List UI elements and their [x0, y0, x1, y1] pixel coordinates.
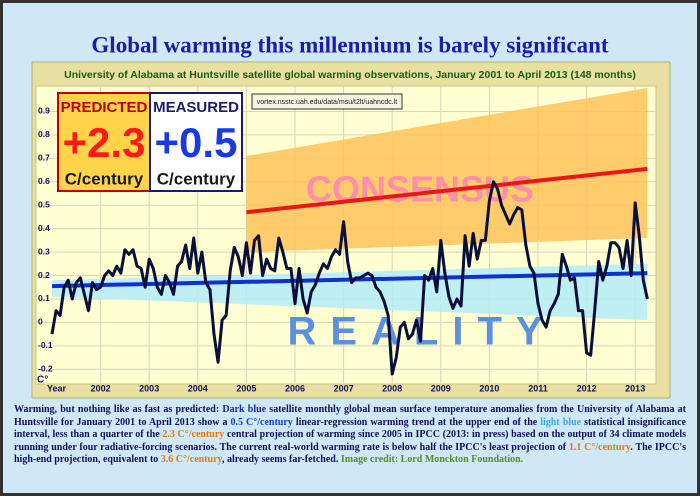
measured-unit: C/century: [157, 169, 236, 188]
data-line: [50, 180, 649, 376]
title: Global warming this millennium is barely…: [91, 32, 608, 57]
reality-label: REALITY: [287, 310, 556, 354]
caption: Warming, but nothing like as fast as pre…: [14, 404, 686, 467]
caption-text: 1.1 C°/century: [568, 441, 631, 453]
x-tick-label: 2003: [139, 383, 159, 393]
caption-text: Image credit: Lord Monckton Foundation.: [340, 454, 524, 465]
x-tick-label: 2002: [91, 383, 111, 393]
y-tick-label: 0.1: [38, 293, 50, 303]
caption-text: 0.5 C°/century: [230, 416, 293, 428]
caption-text: linear-regression warming trend at the u…: [292, 416, 541, 428]
caption-text: 3.6 C°/century: [160, 454, 222, 465]
measured-value: +0.5: [155, 119, 238, 166]
y-tick-label: 0.9: [38, 106, 50, 116]
x-tick-label: 2013: [625, 383, 645, 393]
caption-text: central projection of warming since 2005…: [14, 429, 686, 453]
predicted-unit: C/century: [65, 169, 144, 188]
caption-text: , already seems far-fetched.: [222, 454, 341, 465]
caption-text: Warming, but nothing like as fast as pre…: [14, 404, 223, 415]
caption-text: satellite monthly global mean surface te…: [14, 404, 686, 428]
x-tick-label: 2004: [188, 383, 208, 393]
source: vortex.nsstc.uah.edu/data/msu/t2lt/uahnc…: [257, 99, 398, 106]
predicted-value: +2.3: [63, 119, 146, 166]
measured-box: [149, 92, 243, 192]
x-tick-label: 2008: [382, 383, 402, 393]
predicted-label: PREDICTED: [61, 99, 148, 116]
source-box: [251, 93, 403, 110]
x-tick-label: 2006: [285, 383, 305, 393]
y-tick-label: 0.4: [38, 223, 50, 233]
y-tick-label: 0.8: [38, 129, 50, 139]
y-axis-label: C°: [37, 375, 48, 386]
subtitle: University of Alabama at Huntsville sate…: [64, 69, 636, 81]
y-tick-label: 0.5: [38, 199, 50, 209]
trend-line: [246, 166, 648, 215]
y-tick-label: -0.1: [38, 340, 53, 350]
caption-text: light blue: [540, 416, 582, 428]
predicted-box: [57, 92, 151, 192]
x-axis-label: Year: [47, 383, 67, 393]
y-tick-label: 0.3: [38, 246, 50, 256]
caption-text: 2.3 C°/century: [162, 429, 225, 440]
y-tick-label: 0.6: [38, 176, 50, 186]
measured-label: MEASURED: [153, 99, 239, 116]
caption-text: . The IPCC's high-end projection, equiva…: [14, 441, 686, 466]
x-tick-label: 2010: [479, 383, 499, 393]
caption-text: Dark blue: [222, 404, 267, 415]
y-tick-label: 0.2: [38, 270, 50, 280]
band: [246, 88, 648, 253]
x-tick-label: 2007: [334, 383, 354, 393]
x-tick-label: 2005: [236, 383, 256, 393]
x-tick-label: 2011: [528, 383, 548, 393]
x-tick-label: 2009: [431, 383, 451, 393]
x-tick-label: 2012: [577, 383, 597, 393]
caption-text: statistical insignificance interval, les…: [14, 416, 686, 441]
y-tick-label: 0: [38, 317, 43, 327]
y-tick-label: 0.7: [38, 153, 50, 163]
y-tick-label: -0.2: [38, 364, 53, 374]
